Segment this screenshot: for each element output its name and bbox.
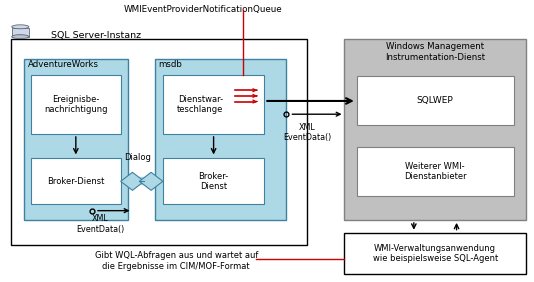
Bar [31,75,121,134]
Bar [344,233,526,274]
Bar [12,28,29,37]
Bar [155,59,286,220]
Text: XML
EventData(): XML EventData() [76,215,124,234]
Bar [24,59,128,220]
Bar [344,39,526,220]
Bar [357,76,514,125]
Ellipse shape [12,25,29,29]
Bar [163,158,264,204]
Text: msdb: msdb [159,60,183,69]
Text: Dialog: Dialog [124,153,151,162]
Text: AdventureWorks: AdventureWorks [28,60,99,69]
Text: Broker-Dienst: Broker-Dienst [47,177,105,186]
Text: Gibt WQL-Abfragen aus und wartet auf
die Ergebnisse im CIM/MOF-Format: Gibt WQL-Abfragen aus und wartet auf die… [95,251,258,270]
Bar [163,75,264,134]
Text: Dienstwar-
teschlange: Dienstwar- teschlange [177,95,223,114]
Text: Ereignisbe-
nachrichtigung: Ereignisbe- nachrichtigung [44,95,107,114]
Text: Weiterer WMI-
Dienstanbieter: Weiterer WMI- Dienstanbieter [404,162,467,181]
Text: WMIEventProviderNotificationQueue: WMIEventProviderNotificationQueue [123,5,282,14]
Bar [11,39,307,245]
Text: SQLWEP: SQLWEP [417,96,453,105]
Bar [357,147,514,196]
Polygon shape [139,172,163,190]
Text: SQL Server-Instanz: SQL Server-Instanz [51,31,141,40]
Polygon shape [121,172,144,190]
Ellipse shape [12,35,29,39]
Text: Broker-
Dienst: Broker- Dienst [199,172,229,191]
Text: WMI-Verwaltungsanwendung
wie beispielsweise SQL-Agent: WMI-Verwaltungsanwendung wie beispielswe… [373,244,498,263]
Text: XML
EventData(): XML EventData() [283,123,331,142]
Text: Windows Management
Instrumentation-Dienst: Windows Management Instrumentation-Diens… [385,43,485,62]
Bar [31,158,121,204]
